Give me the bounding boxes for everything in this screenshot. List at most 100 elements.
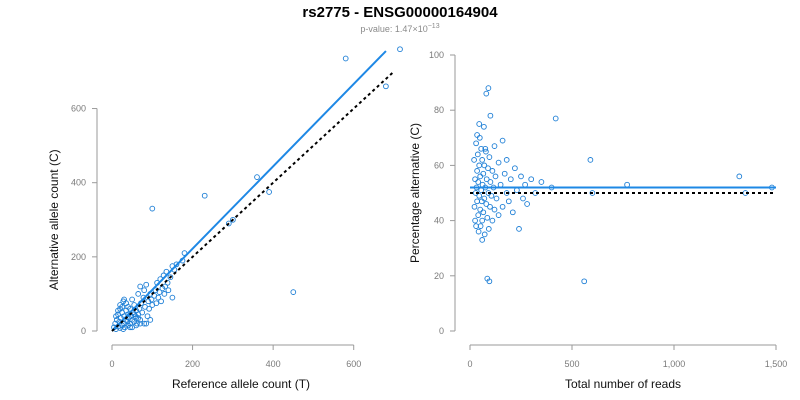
data-point [486,154,493,160]
data-point [119,304,125,310]
data-point [167,274,174,281]
right-x-axis-label: Total number of reads [565,377,681,391]
x-tick-label: 1,000 [663,359,686,369]
data-point [487,179,494,185]
left-reference-line [111,70,395,332]
data-point [522,181,528,188]
data-point [201,192,208,199]
right-y-axis-label: Percentage alternative (C) [408,123,422,263]
data-point [475,212,482,218]
data-point [476,134,483,141]
data-point [475,179,482,185]
right-x-ticks: 0 500 1,000 1,500 [467,345,787,369]
data-point [164,279,171,286]
data-point [489,168,496,174]
data-point [485,85,492,91]
data-point [473,140,479,147]
x-tick-label: 200 [185,359,200,369]
data-point [501,170,508,177]
data-point [509,209,516,216]
data-point [139,309,146,316]
data-point [485,226,492,232]
chart-subtitle: p-value: 1.47×10−13 [0,23,800,34]
data-point [135,315,142,321]
data-point [254,174,260,180]
data-point [169,294,176,301]
data-point [474,151,481,158]
data-point [143,320,150,327]
data-point [131,311,138,318]
percentage-scatter-panel: 0 20 40 60 80 100 0 500 1,000 1,500 Total number… [408,50,787,391]
x-tick-label: 1,500 [765,359,788,369]
data-point [161,291,168,297]
x-tick-label: 600 [346,359,361,369]
data-point [491,206,498,213]
data-point [476,192,483,199]
data-point [538,179,545,185]
y-tick-label: 0 [439,326,444,336]
data-point [507,176,514,183]
data-point [491,143,498,149]
data-point [479,237,486,243]
data-point [474,132,480,138]
data-point [148,296,155,303]
data-point [492,173,499,180]
data-point [736,173,743,180]
data-point [141,287,148,294]
data-point [587,157,594,163]
data-point [482,145,489,152]
data-point [135,291,142,297]
data-point [520,195,526,202]
data-point [487,112,494,119]
data-point [149,205,156,212]
data-point [165,287,172,294]
data-point [481,231,488,238]
left-fit-line [111,50,387,332]
data-point [477,206,484,213]
data-point [477,173,484,180]
data-point [156,289,163,295]
left-x-axis-label: Reference allele count (T) [172,377,310,391]
data-point [474,168,480,174]
data-point [225,220,232,227]
data-point [127,324,133,331]
data-point [485,165,491,172]
data-point [480,209,487,216]
chart-title: rs2775 - ENSG00000164904 [302,4,498,21]
data-point [137,320,144,327]
data-point [481,162,488,169]
data-point [397,46,403,53]
data-point [493,195,500,202]
data-point [479,181,486,188]
data-point [516,226,522,232]
data-point [146,305,152,312]
y-tick-label: 0 [81,326,86,336]
data-point [483,176,490,183]
left-y-ticks: 0 200 400 600 [71,104,97,336]
data-point [487,203,493,210]
data-point [481,195,488,202]
x-tick-label: 400 [266,359,281,369]
data-point [479,157,486,163]
data-point [489,217,496,224]
x-tick-label: 500 [564,359,579,369]
data-point [497,181,504,188]
data-point [514,187,520,194]
right-y-ticks: 0 20 40 60 80 100 [429,50,455,336]
data-point [141,320,148,327]
y-tick-label: 60 [434,160,444,170]
y-tick-label: 20 [434,271,444,281]
data-point [581,278,588,285]
left-y-axis-label: Alternative allele count (C) [47,149,61,290]
data-point [495,212,502,218]
data-point [383,83,389,90]
data-point [476,121,483,127]
data-point [290,289,297,295]
data-point [505,198,512,205]
data-point [153,300,160,307]
data-point [173,261,180,268]
data-point [143,281,150,288]
data-point [230,216,236,223]
data-point [528,176,535,183]
